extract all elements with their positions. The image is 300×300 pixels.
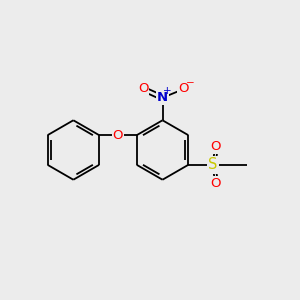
Text: O: O [138,82,148,95]
Text: O: O [113,129,123,142]
Text: O: O [210,140,220,153]
Text: S: S [208,158,217,172]
Text: O: O [210,177,220,190]
Text: O: O [178,82,189,95]
Text: −: − [186,78,194,88]
Text: N: N [157,91,168,104]
Text: +: + [163,86,172,97]
